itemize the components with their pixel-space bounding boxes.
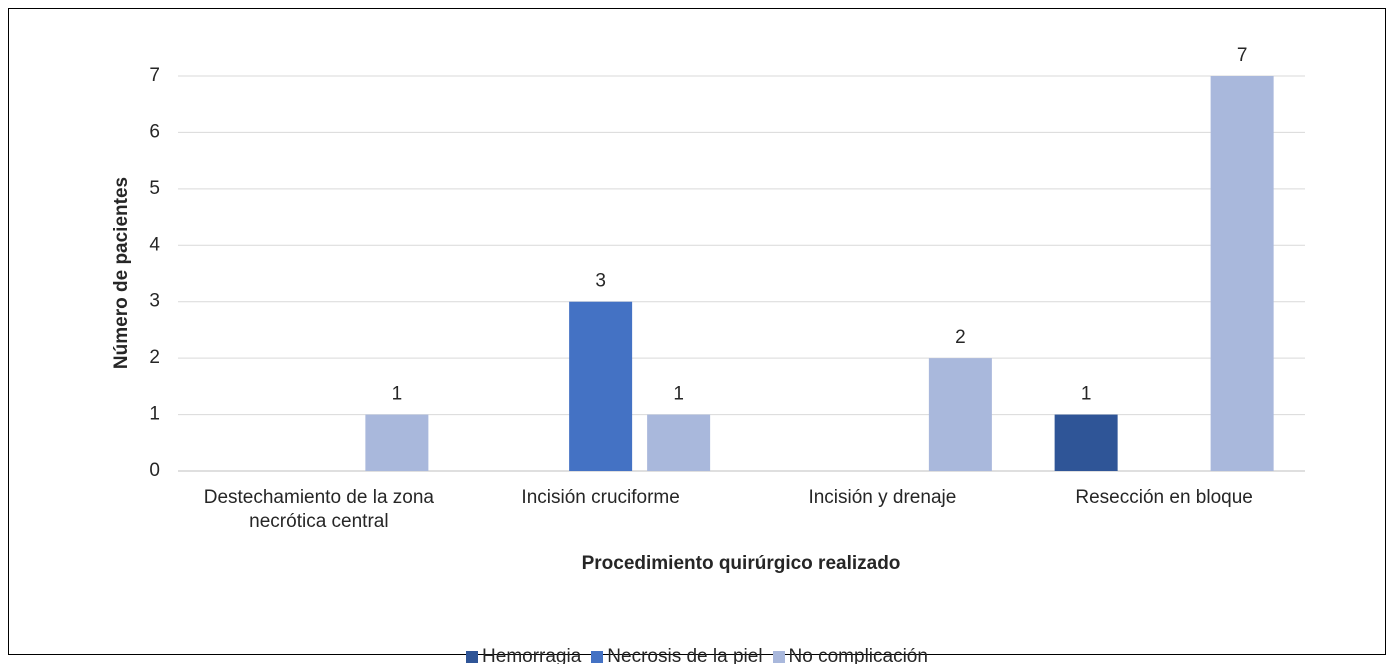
bar <box>569 301 633 471</box>
bar <box>1054 414 1118 471</box>
data-label: 1 <box>392 384 403 405</box>
legend-label: No complicación <box>788 646 928 664</box>
bar <box>365 414 429 471</box>
legend-swatch <box>591 651 604 663</box>
x-tick-label: Incisión y drenaje <box>808 487 957 508</box>
legend-item: Hemorragia <box>466 646 581 664</box>
x-tick-label: Incisión cruciforme <box>521 487 680 508</box>
x-tick-label: Resección en bloque <box>1075 487 1253 508</box>
data-label: 1 <box>1081 384 1092 405</box>
bar <box>1210 76 1274 471</box>
legend: Hemorragia Necrosis de la piel No complica… <box>0 646 1394 664</box>
legend-item: Necrosis de la piel <box>591 646 763 664</box>
y-tick-label: 0 <box>149 460 160 481</box>
y-axis-title: Número de pacientes <box>111 177 132 369</box>
frame <box>8 8 1386 655</box>
legend-swatch <box>466 651 479 663</box>
data-label: 2 <box>955 327 966 348</box>
legend-swatch <box>772 651 785 663</box>
y-tick-label: 2 <box>149 347 160 368</box>
data-label: 3 <box>595 271 606 292</box>
legend-label: Hemorragia <box>482 646 582 664</box>
data-label: 1 <box>673 384 684 405</box>
y-tick-label: 5 <box>149 178 160 199</box>
bar <box>647 414 711 471</box>
legend-item: No complicación <box>772 646 928 664</box>
y-tick-label: 7 <box>149 65 160 86</box>
data-label: 7 <box>1237 45 1248 66</box>
y-tick-label: 4 <box>149 234 160 255</box>
y-tick-label: 1 <box>149 404 160 425</box>
x-tick-label: Destechamiento de la zona necrótica cent… <box>203 487 434 532</box>
y-tick-label: 3 <box>149 291 160 312</box>
x-axis-title: Procedimiento quirúrgico realizado <box>582 553 901 574</box>
y-tick-label: 6 <box>149 121 160 142</box>
bar <box>928 358 992 471</box>
legend-label: Necrosis de la piel <box>607 646 763 664</box>
